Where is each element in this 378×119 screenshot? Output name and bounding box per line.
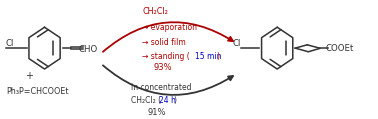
Text: 24 h: 24 h bbox=[159, 96, 176, 105]
Text: → solid film: → solid film bbox=[142, 38, 186, 47]
Text: 15 min: 15 min bbox=[195, 52, 221, 61]
Text: ): ) bbox=[173, 96, 176, 105]
Text: +: + bbox=[25, 71, 33, 81]
Text: 93%: 93% bbox=[153, 63, 172, 72]
Text: Ph₃P=CHCOOEt: Ph₃P=CHCOOEt bbox=[6, 87, 68, 96]
Text: Cl: Cl bbox=[6, 39, 14, 48]
Text: → standing (: → standing ( bbox=[142, 52, 190, 61]
Text: CHO: CHO bbox=[78, 45, 98, 54]
Text: Cl: Cl bbox=[232, 39, 241, 48]
Text: COOEt: COOEt bbox=[326, 44, 354, 53]
Text: → evaporation: → evaporation bbox=[142, 23, 197, 32]
Text: ): ) bbox=[216, 52, 219, 61]
Text: CH₂Cl₂ (: CH₂Cl₂ ( bbox=[131, 96, 161, 105]
Text: CH₂Cl₂: CH₂Cl₂ bbox=[142, 7, 168, 16]
Text: in concentrated: in concentrated bbox=[131, 83, 191, 92]
Text: 91%: 91% bbox=[148, 108, 166, 117]
